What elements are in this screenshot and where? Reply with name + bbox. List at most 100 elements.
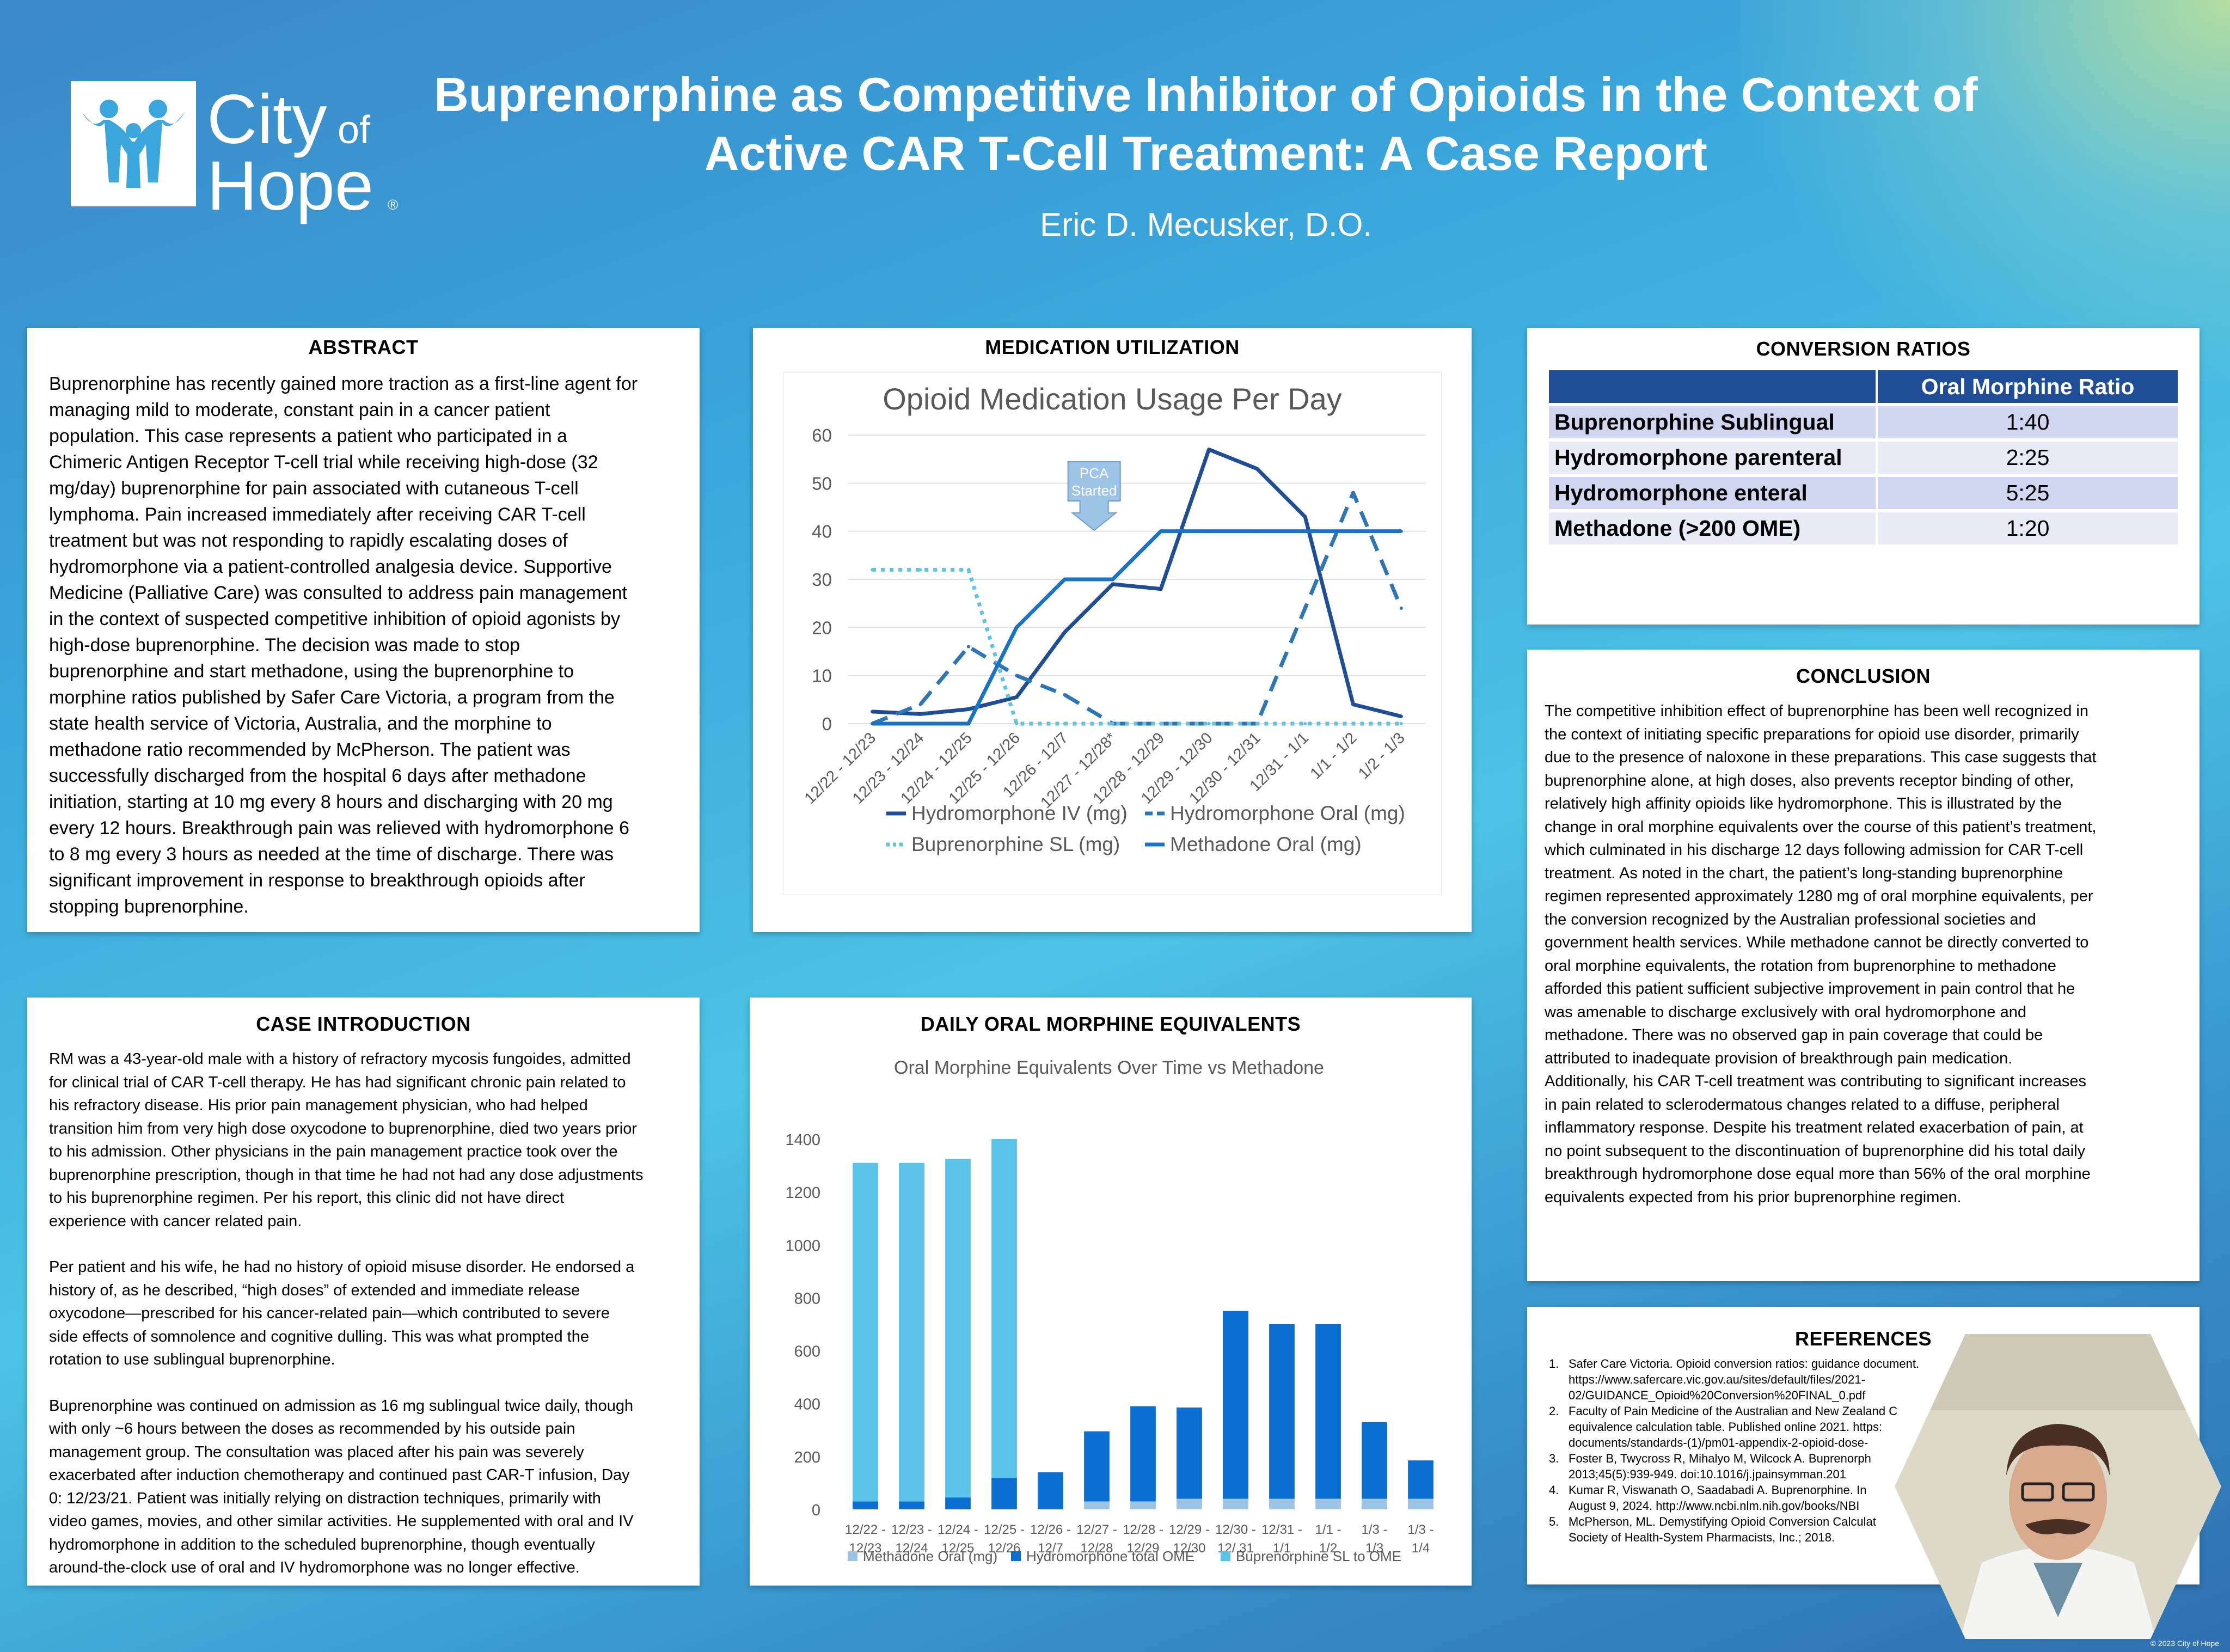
line-point [1063,722,1067,725]
bar-chart-x-tick: 12/7 [1038,1541,1063,1556]
line-point [871,709,874,713]
conclusion-line: oral morphine equivalents, the rotation … [1545,957,2056,975]
conclusion-line: regimen represented approximately 1280 m… [1545,888,2093,905]
bar-segment [945,1497,971,1509]
line-point [966,707,970,711]
conversion-row: Hydromorphone enteral 5:25 [1549,477,2178,509]
bar-chart-x-tick: 12/25 - [984,1522,1025,1537]
conclusion-panel: CONCLUSION The competitive inhibition ef… [1527,650,2200,1281]
line-chart-title: Opioid Medication Usage Per Day [883,382,1342,416]
abstract-heading: ABSTRACT [308,336,419,358]
case-line: RM was a 43-year-old male with a history… [49,1050,631,1068]
photo-glasses-left [2021,1482,2054,1502]
conclusion-line: was amenable to discharge exclusively wi… [1545,1003,2026,1021]
bar-legend-swatch [1221,1551,1230,1561]
conclusion-line: buprenorphine alone, at high doses, also… [1545,772,2074,790]
conversion-drug: Methadone (>200 OME) [1549,512,1878,544]
bar-chart-x-tick: 12/31 - [1261,1522,1302,1537]
conversion-table-body: Buprenorphine Sublingual 1:40 Hydromorphon… [1549,406,2178,544]
case-line: management group. The consultation was p… [49,1443,584,1461]
case-line: transition him from very high dose oxyco… [49,1119,638,1137]
line-point [918,702,922,706]
bar-chart-x-tick: 12/28 [1080,1541,1113,1556]
line-point [1207,722,1211,725]
reference-number [1549,1466,1569,1482]
case-introduction-text: RM was a 43-year-old male with a history… [49,1048,678,1580]
case-line: Buprenorphine was continued on admission… [49,1397,634,1415]
conclusion-line: the conversion recognized by the Austral… [1545,910,2036,928]
case-line: video games, movies, and other similar a… [49,1513,634,1530]
case-line: with only ~6 hours between the doses as … [49,1420,575,1437]
conversion-drug: Hydromorphone parenteral [1549,442,1878,474]
bar-segment [1084,1501,1110,1509]
abstract-line: initiation, starting at 10 mg every 8 ho… [49,792,613,812]
line-point [1015,674,1019,677]
photo-hair [2006,1424,2110,1476]
svg-text:®: ® [388,197,398,213]
line-point [966,568,970,572]
bar-chart-y-tick: 800 [794,1290,820,1307]
abstract-panel: ABSTRACT Buprenorphine has recently gain… [27,328,700,932]
pca-callout-text: PCA [1080,465,1109,481]
line-point [1111,578,1114,581]
conversion-ratio: 1:40 [1878,406,2178,438]
bar-segment [1130,1501,1156,1509]
bar-segment [899,1501,924,1509]
line-series-buprenorphine-sl-mg [872,567,1401,726]
line-series-hydromorphone-iv-mg [872,448,1402,719]
bar-legend-label: Buprenorphine SL to OME [1236,1548,1401,1564]
reference-text: Faculty of Pain Medicine of the Australi… [1569,1404,1898,1418]
line-point [1015,626,1019,629]
bar-segment [1362,1422,1387,1499]
case-line: history of, as he described, “high doses… [49,1281,580,1299]
line-point [1015,722,1019,725]
reference-text: Safer Care Victoria. Opioid conversion r… [1569,1357,1920,1370]
reference-number [1549,1435,1569,1451]
line-point [1399,722,1403,725]
abstract-line: methadone ratio recommended by McPherson… [49,739,571,760]
bar-segment [1362,1498,1387,1509]
line-chart-y-tick: 30 [812,570,832,590]
line-point [966,645,970,648]
reference-line: 1. Safer Care Victoria. Opioid conversion… [1549,1356,2178,1372]
line-point [1159,587,1163,591]
opioid-usage-line-chart: Opioid Medication Usage Per Day 0 10 20 30 40… [783,372,1442,895]
abstract-line: managing mild to moderate, constant pain… [49,400,550,420]
reference-line: https://www.safercare.vic.gov.au/sites/d… [1549,1372,2178,1387]
line-point [918,568,922,572]
photo-wall [1895,1334,2221,1410]
conclusion-line: attributed to inadequate provision of br… [1545,1049,2013,1067]
abstract-line: Chimeric Antigen Receptor T-cell trial w… [49,452,598,473]
line-chart-y-tick: 60 [812,425,832,445]
references-heading: REFERENCES [1794,1327,1932,1350]
bar-chart-x-tick: 12/22 - [845,1522,886,1537]
bar-chart-x-tick: 12/25 [941,1541,974,1556]
title-line-2: Active CAR T-Cell Treatment: A Case Repo… [704,126,1707,180]
case-line: for clinical trial of CAR T-cell therapy… [49,1073,626,1091]
title-line-1: Buprenorphine as Competitive Inhibitor o… [434,68,1978,121]
photo-glasses-right [2062,1482,2095,1502]
poster-title: Buprenorphine as Competitive Inhibitor o… [414,65,1998,183]
reference-text: McPherson, ML. Demystifying Opioid Conve… [1569,1515,1876,1528]
case-paragraph: Buprenorphine was continued on admission… [49,1394,678,1580]
logo-graphic: City of Hope ® [71,81,398,225]
bar-chart-x-tick: 12/30 - [1215,1522,1256,1537]
bar-segment [1269,1498,1295,1509]
conclusion-line: in pain related to sclerodermatous chang… [1545,1096,2060,1113]
conclusion-line: no point subsequent to the discontinuati… [1545,1142,2086,1160]
abstract-line: lymphoma. Pain increased immediately aft… [49,504,586,525]
case-line: oxycodone—prescribed for his cancer-rela… [49,1305,610,1322]
case-line: around-the-clock use of oral and IV hydr… [49,1559,580,1576]
city-of-hope-logo: City of Hope ® [71,79,408,229]
copyright-notice: © 2023 City of Hope [2150,1639,2219,1648]
case-line: rotation to use sublingual buprenorphine… [49,1351,335,1368]
case-line: 0: 12/23/21. Patient was initially relyi… [49,1489,601,1507]
background-glow [1740,0,2230,381]
bar-chart-x-tick: 1/3 - [1407,1522,1433,1537]
bar-segment [899,1162,924,1502]
line-point [871,722,874,725]
line-point [918,722,922,725]
reference-text: Society of Health-System Pharmacists, In… [1569,1531,1835,1544]
conclusion-heading: CONCLUSION [1796,665,1931,687]
case-paragraph: RM was a 43-year-old male with a history… [49,1048,678,1233]
